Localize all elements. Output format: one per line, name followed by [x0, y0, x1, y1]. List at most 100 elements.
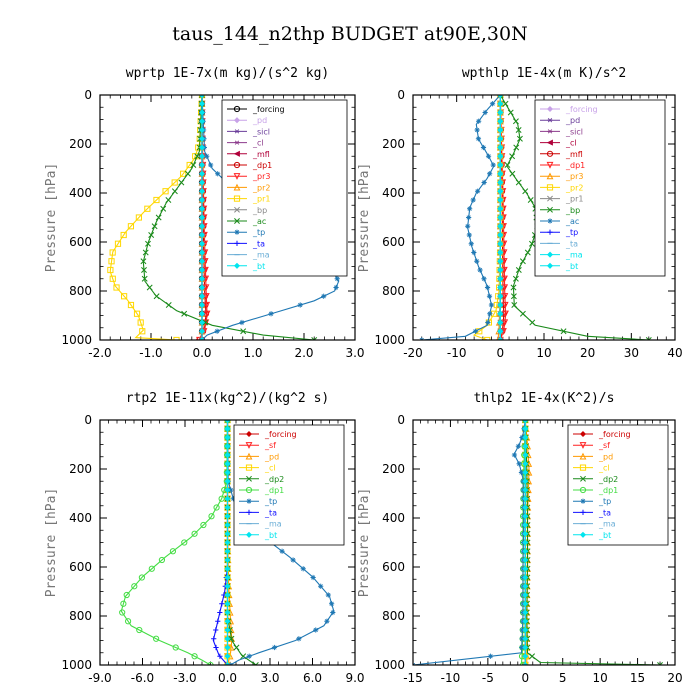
series-pr1 — [107, 95, 206, 340]
legend-entry: _pr2 — [227, 183, 270, 192]
legend-entry: _dp1 — [239, 486, 284, 495]
legend-entry: _tp — [540, 228, 578, 237]
series-marker — [213, 504, 220, 511]
series-marker — [145, 240, 151, 247]
legend-label: _bt — [264, 531, 277, 540]
legend-label: _ma — [252, 251, 270, 260]
series-marker — [144, 205, 151, 212]
series-marker — [169, 548, 177, 555]
legend-label: _ta — [565, 239, 578, 248]
legend-label: _mfl — [565, 150, 583, 159]
series-marker — [529, 319, 536, 326]
y-tick-label: 400 — [382, 186, 405, 200]
y-tick-label: 200 — [382, 137, 405, 151]
legend-entry: _dp2 — [573, 475, 618, 484]
series-marker — [522, 443, 529, 450]
series-marker — [522, 425, 529, 432]
legend-marker — [245, 430, 253, 438]
legend-label: _pr2 — [252, 183, 270, 192]
series-marker — [527, 197, 534, 203]
plot-area — [119, 420, 336, 665]
series-marker — [228, 487, 234, 493]
legend-label: _dp1 — [264, 486, 284, 495]
legend-entry: _sicl — [540, 127, 583, 136]
series-marker — [507, 109, 514, 116]
series-marker — [180, 170, 187, 177]
series-marker — [224, 420, 231, 424]
x-tick-label: -10 — [447, 346, 467, 360]
series-marker — [497, 95, 504, 99]
series-marker — [318, 583, 324, 589]
series-marker — [516, 461, 522, 467]
series-marker — [224, 460, 231, 467]
legend-entry: _pr2 — [540, 183, 583, 192]
legend-label: _sf — [264, 441, 276, 450]
y-tick-label: 600 — [69, 560, 92, 574]
series-marker — [522, 609, 529, 616]
legend-label: _pd — [598, 452, 613, 461]
series-marker — [224, 530, 231, 537]
series-line — [109, 95, 203, 340]
series-marker — [510, 293, 517, 300]
panel-title: rtp2 1E-11x(kg^2)/(kg^2 s) — [126, 391, 330, 406]
series-marker — [186, 161, 193, 169]
legend-entry: _tp — [573, 497, 611, 506]
series-marker — [481, 276, 487, 282]
series-marker — [138, 574, 145, 581]
series-marker — [467, 206, 473, 212]
legend-marker — [579, 486, 587, 494]
x-tick-label: -3.0 — [173, 671, 196, 685]
x-tick-label: 3.0 — [260, 671, 279, 685]
series-marker — [109, 249, 116, 256]
legend-marker — [233, 262, 241, 269]
series-marker — [194, 153, 201, 160]
series-marker — [114, 240, 122, 247]
series-marker — [224, 565, 231, 572]
series-marker — [211, 636, 217, 642]
legend-entry: _mfl — [227, 150, 270, 159]
series-marker — [511, 302, 518, 308]
series-marker — [224, 661, 231, 665]
series-marker — [155, 214, 162, 221]
series-marker — [224, 635, 231, 642]
y-tick-label: 400 — [69, 511, 92, 525]
x-tick-label: 40 — [667, 346, 682, 360]
legend-entry: _ma — [227, 251, 270, 260]
legend-marker — [245, 464, 253, 471]
legend-marker — [245, 531, 253, 538]
series-marker — [240, 328, 247, 335]
series-marker — [198, 240, 206, 247]
y-tick-label: 800 — [69, 609, 92, 623]
legend-label: _forcing — [598, 430, 631, 439]
y-axis-label: Pressure [hPa] — [357, 488, 372, 598]
series-marker — [181, 310, 188, 317]
legend-label: _ma — [264, 520, 282, 529]
legend-entry: _tp — [227, 228, 265, 237]
legend-label: _mfl — [252, 150, 270, 159]
series-marker — [198, 205, 206, 212]
series-marker — [198, 126, 206, 134]
series-marker — [198, 100, 206, 107]
series-marker — [146, 284, 153, 291]
series-marker — [107, 266, 114, 274]
legend-marker — [245, 442, 253, 449]
series-marker — [224, 644, 231, 651]
series-marker — [198, 258, 206, 265]
series-marker — [139, 328, 146, 335]
series-marker — [522, 644, 529, 651]
series-marker — [233, 644, 240, 651]
series-marker — [142, 249, 149, 256]
series-marker — [333, 284, 339, 291]
chart-panel-4: thlp2 1E-4x(K^2)/s Pressure [hPa] -15 -10 -5… — [357, 391, 683, 685]
x-tick-label: -9.0 — [88, 671, 111, 685]
legend-marker — [234, 140, 240, 145]
series-marker — [497, 293, 504, 300]
series-marker — [203, 301, 211, 309]
series-marker — [522, 661, 529, 665]
series-marker — [474, 258, 480, 264]
series-marker — [486, 293, 493, 299]
series-marker — [645, 337, 652, 340]
legend-label: _sicl — [252, 127, 270, 136]
x-axis-ticks: -20 -10 0 10 20 30 40 — [403, 95, 683, 360]
series-marker — [224, 478, 231, 485]
